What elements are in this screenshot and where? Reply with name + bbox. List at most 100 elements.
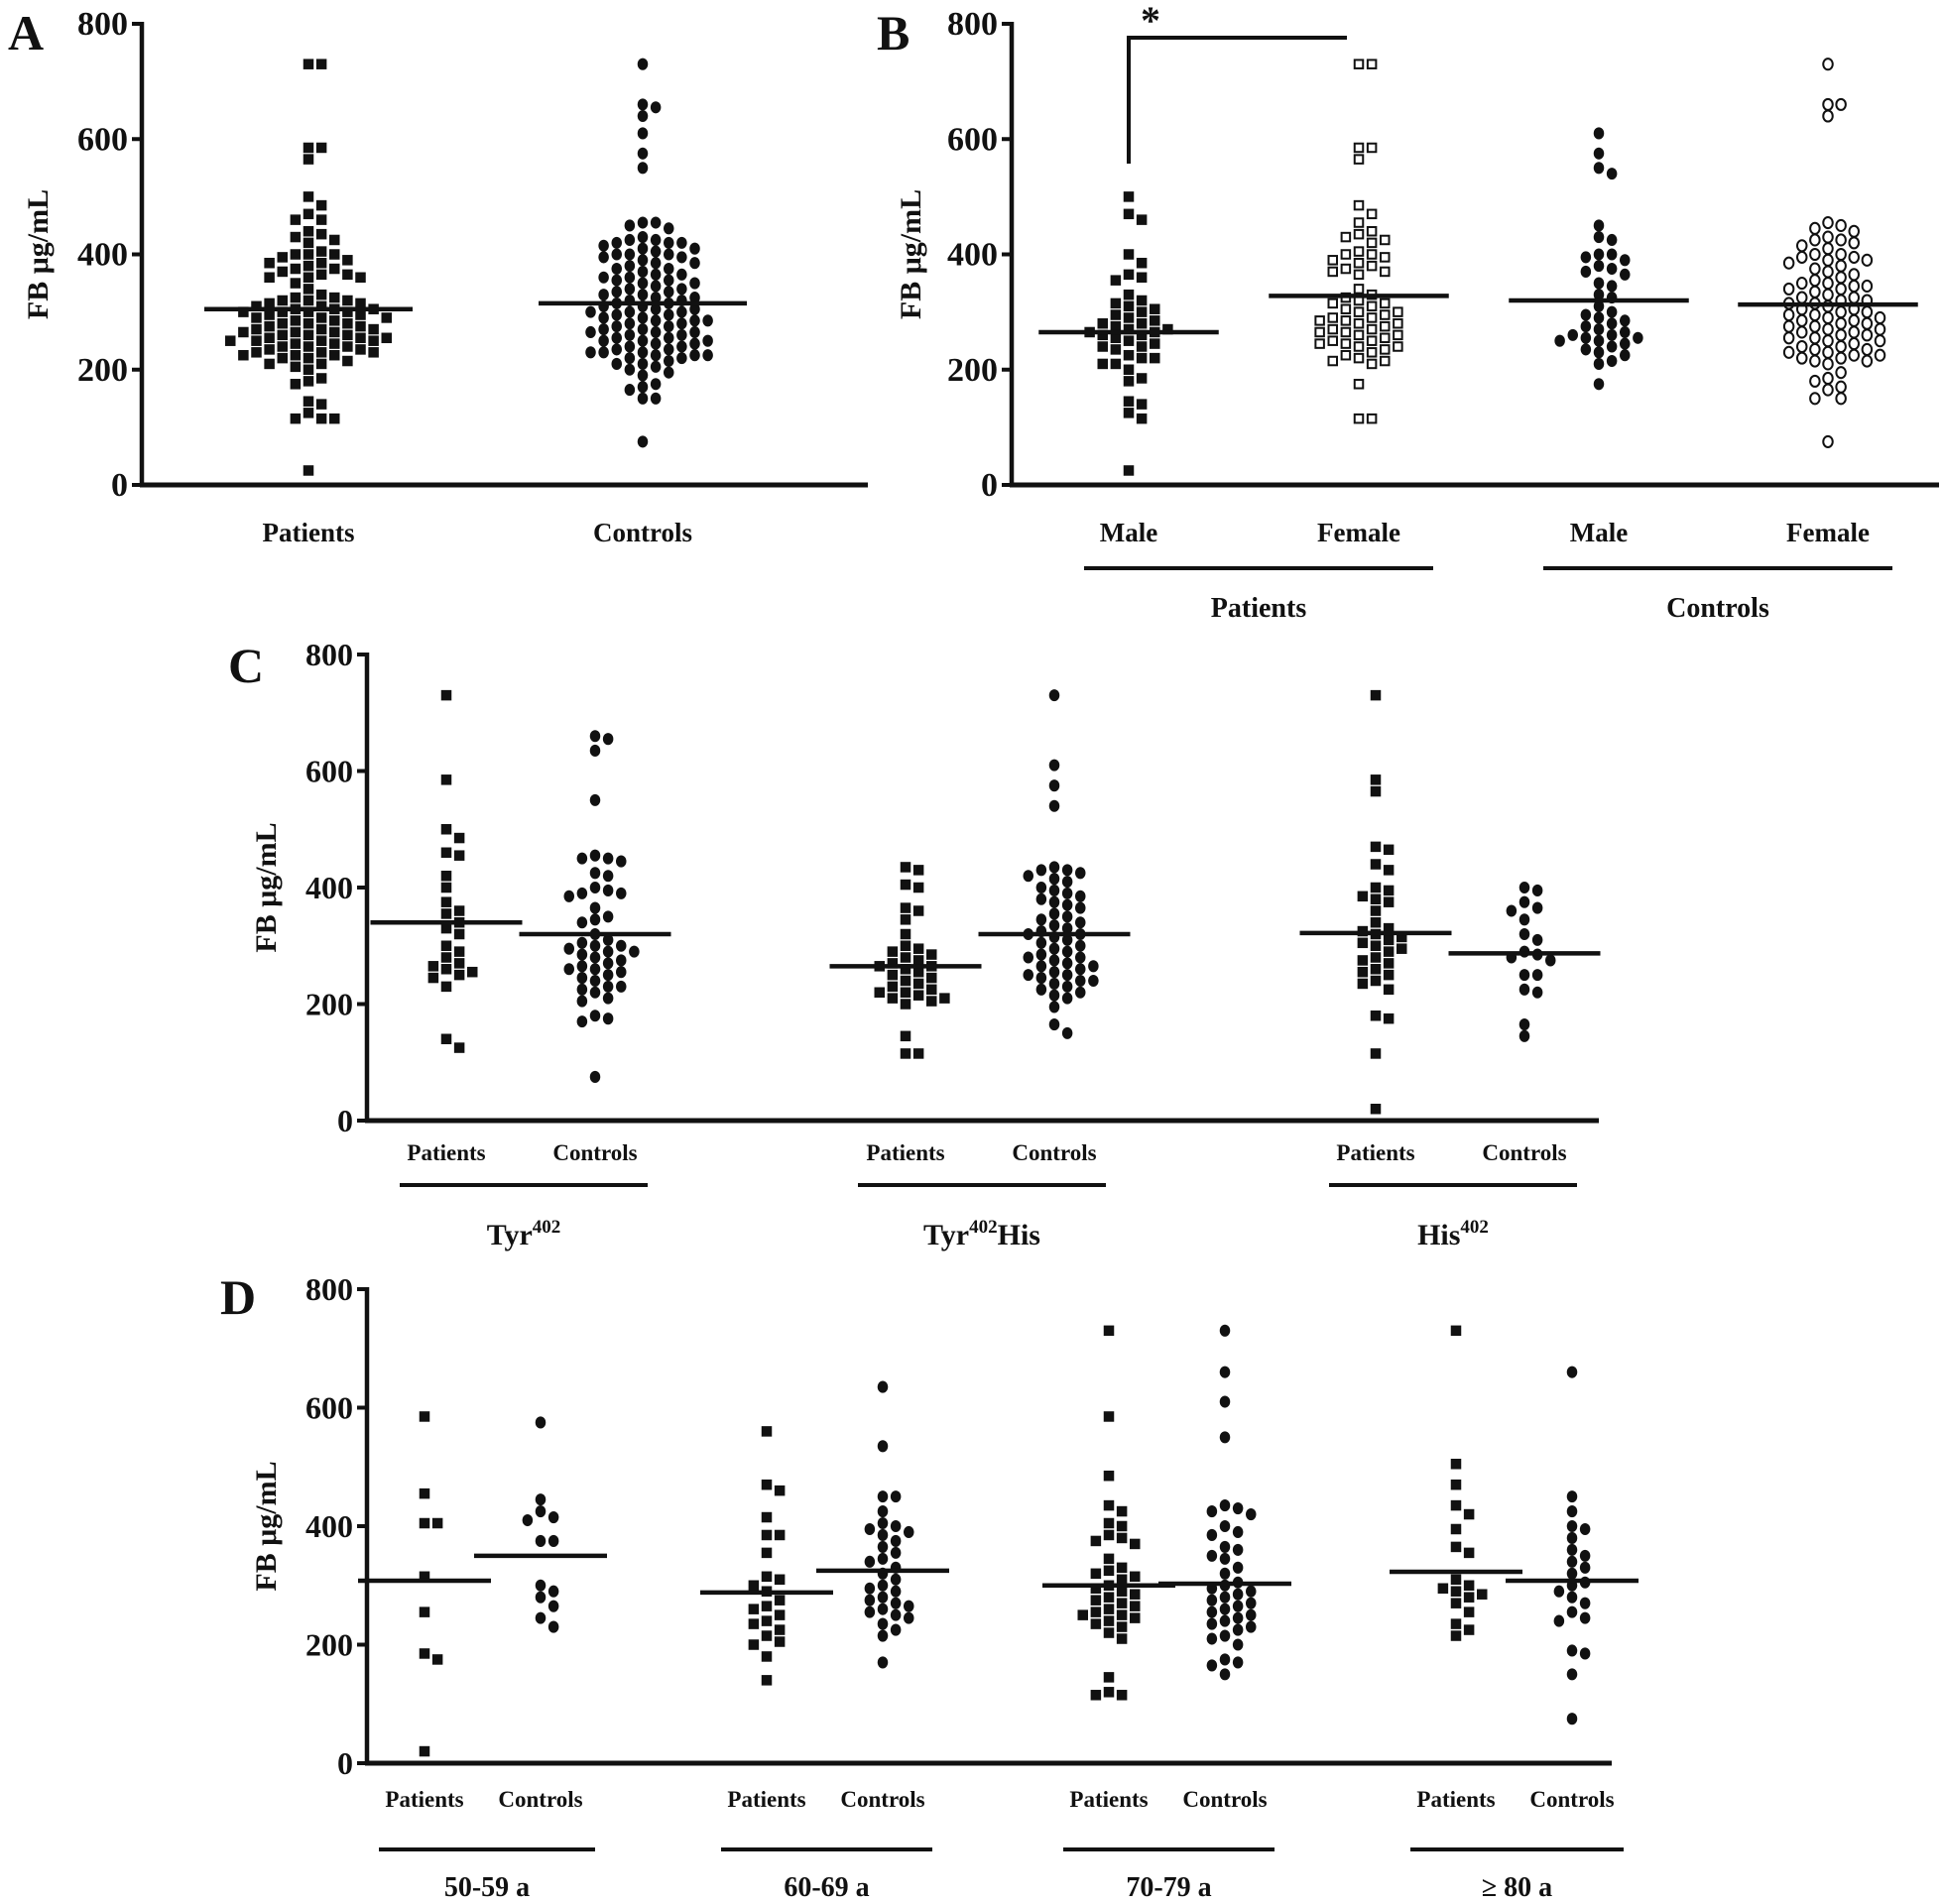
data-point [1835,247,1847,262]
group-label: ≥ 80 a [1482,1872,1552,1903]
data-point [1450,1574,1462,1586]
data-point [1035,960,1047,973]
data-point [315,246,327,257]
data-point [611,286,622,298]
data-point [1103,1672,1115,1683]
data-point [602,969,614,982]
data-point [303,142,314,154]
data-point [1206,1659,1218,1672]
data-point [1593,231,1605,244]
data-point [1136,413,1148,424]
data-point [637,435,649,448]
data-point [748,1580,760,1591]
data-point [912,966,924,978]
data-point [440,1033,452,1044]
data-point [251,335,262,346]
data-point [1835,366,1847,380]
data-point [589,1010,601,1022]
data-point [1566,1668,1578,1681]
data-point [611,308,622,321]
data-point [303,272,314,283]
data-point [251,312,262,323]
data-point [702,349,713,362]
data-point [329,413,340,424]
data-point [890,1519,902,1533]
data-point [1035,983,1047,996]
data-point [1123,269,1135,281]
data-point [251,347,262,358]
data-point [1579,1647,1591,1660]
data-point [1380,344,1391,355]
data-point [303,154,314,165]
data-point [1353,341,1365,352]
data-point [1232,1588,1244,1601]
data-point [637,277,649,290]
y-tick-label: 800 [77,6,128,43]
data-point [676,328,687,341]
data-point [1796,277,1808,291]
data-point [419,1517,430,1529]
data-point [1314,315,1325,326]
data-point [1232,1525,1244,1539]
y-tick-label: 200 [77,352,128,389]
data-point [1835,271,1847,285]
data-point [355,309,366,320]
data-point [904,1600,914,1612]
data-point [900,999,911,1010]
data-point [315,358,327,370]
data-point [1035,972,1047,985]
data-point [1593,127,1605,140]
data-point [1782,331,1795,345]
data-point [547,1534,559,1547]
data-point [589,1070,601,1083]
data-point [1848,348,1860,362]
data-point [602,884,614,896]
data-point [611,331,622,344]
data-point [264,298,275,309]
data-point [887,958,899,969]
data-point [1123,312,1135,323]
data-point [650,257,662,270]
data-point [290,292,302,303]
data-point [1383,946,1395,957]
data-point [1116,1586,1128,1597]
data-point [650,302,662,315]
data-point [1861,279,1874,294]
data-point [1103,1687,1115,1698]
data-point [1848,313,1860,327]
group-patients [1042,1325,1175,1701]
data-point [290,231,302,243]
data-point [1075,963,1086,976]
data-point [650,101,662,114]
data-point [1809,221,1821,235]
data-point [419,1571,430,1583]
data-point [547,1585,559,1598]
data-point [1061,898,1073,911]
y-tick-label: 0 [337,1745,353,1781]
data-point [290,379,302,390]
data-point [1090,1606,1102,1617]
data-point [440,896,452,907]
data-point [877,1617,889,1630]
data-point [290,338,302,349]
data-point [329,349,340,361]
data-point [1353,318,1365,329]
x-category-label: Female [1317,518,1400,547]
data-point [1580,331,1592,344]
data-point [1848,291,1860,304]
data-point [1593,260,1605,273]
data-point [1219,1540,1231,1553]
data-point [1150,352,1160,364]
data-point [315,335,327,346]
data-point [1835,282,1847,296]
data-point [864,1606,876,1618]
data-point [277,266,288,278]
data-point [1477,1589,1488,1600]
data-point [1518,969,1530,982]
data-point [637,216,649,229]
data-point [900,902,911,913]
data-point [585,346,596,359]
data-point [1593,311,1605,324]
data-point [1848,268,1860,282]
data-point [1110,320,1122,332]
